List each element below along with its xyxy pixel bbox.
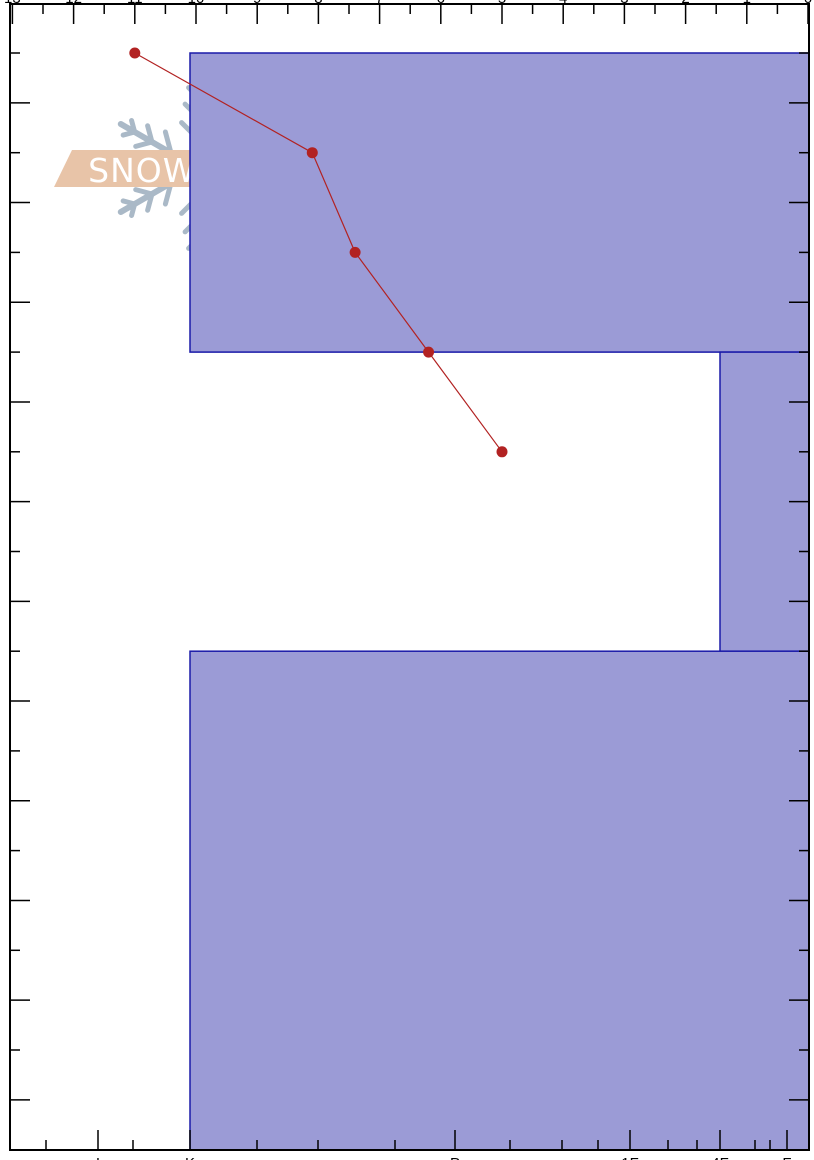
hardness-tick-label: P (450, 1155, 460, 1160)
temperature-tick-label: 11 (127, 0, 143, 7)
hardness-layer (189, 52, 810, 353)
snowflake-branch (129, 201, 138, 218)
hardness-tick-label: F (782, 1155, 791, 1160)
hardness-tick-label: I (96, 1155, 100, 1160)
hardness-tick-label: 1F (621, 1155, 639, 1160)
temperature-tick-label: 4 (559, 0, 567, 7)
temperature-tick-label: 5 (498, 0, 506, 7)
left-depth-ticks (10, 52, 30, 1101)
hardness-tick-label: 4F (711, 1155, 729, 1160)
temperature-tick-label: 3 (620, 0, 628, 7)
temperature-point (423, 346, 435, 358)
temperature-point (349, 246, 361, 258)
temperature-tick-label: 2 (681, 0, 689, 7)
snowflake-branch (162, 129, 174, 156)
hardness-layer (189, 650, 810, 1151)
snowflake-branch (133, 187, 155, 197)
snowflake-branch (133, 139, 155, 149)
hardness-layers (189, 52, 810, 1151)
temperature-point (496, 446, 508, 458)
temperature-tick-label: 6 (437, 0, 445, 7)
snowflake-branch (145, 123, 155, 145)
temperature-axis: 131211109876543210 (4, 0, 812, 24)
temperature-point (306, 147, 318, 159)
hardness-axis: I K P 1F 4F F (45, 1130, 792, 1160)
temperature-tick-label: 13 (4, 0, 21, 7)
temperature-tick-label: 8 (314, 0, 322, 7)
snowflake-branch (120, 129, 138, 138)
temperature-tick-label: 1 (743, 0, 751, 7)
temperature-tick-label: 12 (65, 0, 82, 7)
snowflake-branch (145, 191, 155, 213)
temperature-tick-label: 0 (804, 0, 812, 7)
hardness-tick-label: K (185, 1155, 195, 1160)
right-depth-ticks (789, 52, 809, 1101)
temperature-tick-label: 7 (375, 0, 383, 7)
temperature-tick-label: 10 (188, 0, 205, 7)
temperature-point (129, 47, 141, 59)
temperature-tick-label: 9 (253, 0, 261, 7)
temperature-profile (129, 47, 508, 458)
